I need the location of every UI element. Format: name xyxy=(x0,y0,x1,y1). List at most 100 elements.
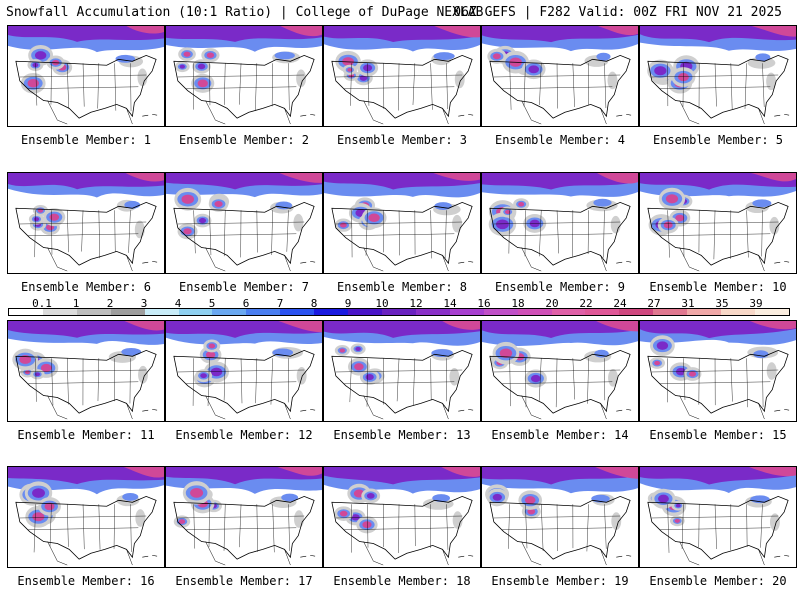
ensemble-member-label: Ensemble Member: 12 xyxy=(175,428,313,442)
ensemble-member-label: Ensemble Member: 14 xyxy=(491,428,629,442)
colorbar-swatch xyxy=(110,309,145,315)
ensemble-member-label: Ensemble Member: 11 xyxy=(17,428,155,442)
colorbar-tick-label: 12 xyxy=(409,297,423,310)
ensemble-panel-17 xyxy=(165,466,323,568)
ensemble-member-label: Ensemble Member: 19 xyxy=(491,574,629,588)
colorbar-swatch xyxy=(687,309,722,315)
colorbar-swatch xyxy=(42,309,77,315)
ensemble-member-label: Ensemble Member: 5 xyxy=(652,133,784,147)
ensemble-panel-2 xyxy=(165,25,323,127)
colorbar-tick-label: 7 xyxy=(276,297,284,310)
ensemble-panel-19 xyxy=(481,466,639,568)
colorbar-tick-label: 24 xyxy=(613,297,627,310)
ensemble-panel-9 xyxy=(481,172,639,274)
colorbar-swatch xyxy=(653,309,688,315)
colorbar-tick-label: 9 xyxy=(344,297,352,310)
snowfall-map xyxy=(166,26,322,126)
colorbar-tick-label: 18 xyxy=(511,297,525,310)
ensemble-member-label: Ensemble Member: 1 xyxy=(20,133,152,147)
ensemble-panel-8 xyxy=(323,172,481,274)
snowfall-map xyxy=(482,467,638,567)
snowfall-map xyxy=(8,26,164,126)
ensemble-member-label: Ensemble Member: 18 xyxy=(333,574,471,588)
snowfall-map xyxy=(166,467,322,567)
ensemble-panel-3 xyxy=(323,25,481,127)
snowfall-map xyxy=(482,321,638,421)
snowfall-map xyxy=(324,173,480,273)
colorbar-swatch xyxy=(551,309,586,315)
colorbar-swatch xyxy=(144,309,179,315)
snowfall-map xyxy=(324,467,480,567)
ensemble-member-label: Ensemble Member: 7 xyxy=(178,280,310,294)
model-run-info: 06Z GEFS | F282 Valid: 00Z FRI NOV 21 20… xyxy=(453,5,782,20)
colorbar-swatch xyxy=(314,309,349,315)
snowfall-map xyxy=(324,26,480,126)
colorbar-swatch xyxy=(585,309,620,315)
colorbar-swatch xyxy=(449,309,484,315)
ensemble-member-label: Ensemble Member: 6 xyxy=(20,280,152,294)
colorbar-swatch xyxy=(178,309,213,315)
colorbar-tick-label: 14 xyxy=(443,297,457,310)
snowfall-map xyxy=(8,173,164,273)
colorbar-swatch xyxy=(517,309,552,315)
colorbar-tick-label: 39 xyxy=(749,297,763,310)
colorbar-tick-label: 1 xyxy=(72,297,80,310)
ensemble-member-label: Ensemble Member: 4 xyxy=(494,133,626,147)
ensemble-member-label: Ensemble Member: 8 xyxy=(336,280,468,294)
colorbar-swatch xyxy=(9,309,43,315)
snowfall-map xyxy=(324,321,480,421)
ensemble-member-label: Ensemble Member: 15 xyxy=(649,428,787,442)
ensemble-panel-13 xyxy=(323,320,481,422)
snowfall-map xyxy=(640,321,796,421)
colorbar-tick-label: 8 xyxy=(310,297,318,310)
ensemble-member-label: Ensemble Member: 9 xyxy=(494,280,626,294)
ensemble-member-label: Ensemble Member: 16 xyxy=(17,574,155,588)
colorbar-swatch xyxy=(280,309,315,315)
colorbar-tick-label: 10 xyxy=(375,297,389,310)
colorbar-swatch xyxy=(348,309,382,315)
snowfall-map xyxy=(640,173,796,273)
colorbar-swatch xyxy=(212,309,247,315)
ensemble-panel-15 xyxy=(639,320,797,422)
snowfall-map xyxy=(640,467,796,567)
ensemble-panel-18 xyxy=(323,466,481,568)
ensemble-panel-6 xyxy=(7,172,165,274)
ensemble-member-label: Ensemble Member: 2 xyxy=(178,133,310,147)
colorbar-swatch xyxy=(483,309,518,315)
ensemble-panel-4 xyxy=(481,25,639,127)
ensemble-panel-11 xyxy=(7,320,165,422)
ensemble-panel-10 xyxy=(639,172,797,274)
snowfall-map xyxy=(166,321,322,421)
colorbar-tick-label: 16 xyxy=(477,297,491,310)
snowfall-map xyxy=(482,173,638,273)
snowfall-map xyxy=(8,467,164,567)
colorbar-swatch xyxy=(76,309,111,315)
snowfall-map xyxy=(166,173,322,273)
ensemble-panel-16 xyxy=(7,466,165,568)
colorbar-tick-label: 0.1 xyxy=(32,297,52,310)
ensemble-panel-1 xyxy=(7,25,165,127)
colorbar-swatch xyxy=(754,309,789,315)
colorbar-tick-label: 20 xyxy=(545,297,559,310)
ensemble-panel-20 xyxy=(639,466,797,568)
colorbar-swatch xyxy=(721,309,755,315)
colorbar-tick-label: 22 xyxy=(579,297,593,310)
ensemble-member-label: Ensemble Member: 10 xyxy=(649,280,787,294)
ensemble-member-label: Ensemble Member: 13 xyxy=(333,428,471,442)
snowfall-map xyxy=(8,321,164,421)
ensemble-panel-14 xyxy=(481,320,639,422)
ensemble-member-label: Ensemble Member: 20 xyxy=(649,574,787,588)
ensemble-member-label: Ensemble Member: 17 xyxy=(175,574,313,588)
ensemble-panel-5 xyxy=(639,25,797,127)
colorbar-tick-label: 5 xyxy=(208,297,216,310)
colorbar-tick-label: 31 xyxy=(681,297,695,310)
colorbar-tick-label: 6 xyxy=(242,297,250,310)
colorbar-tick-label: 2 xyxy=(106,297,114,310)
ensemble-panel-12 xyxy=(165,320,323,422)
ensemble-panel-7 xyxy=(165,172,323,274)
colorbar-tick-label: 4 xyxy=(174,297,182,310)
snowfall-map xyxy=(640,26,796,126)
colorbar-swatch xyxy=(619,309,654,315)
colorbar-swatch xyxy=(415,309,450,315)
map-title: Snowfall Accumulation (10:1 Ratio) | Col… xyxy=(6,5,484,20)
